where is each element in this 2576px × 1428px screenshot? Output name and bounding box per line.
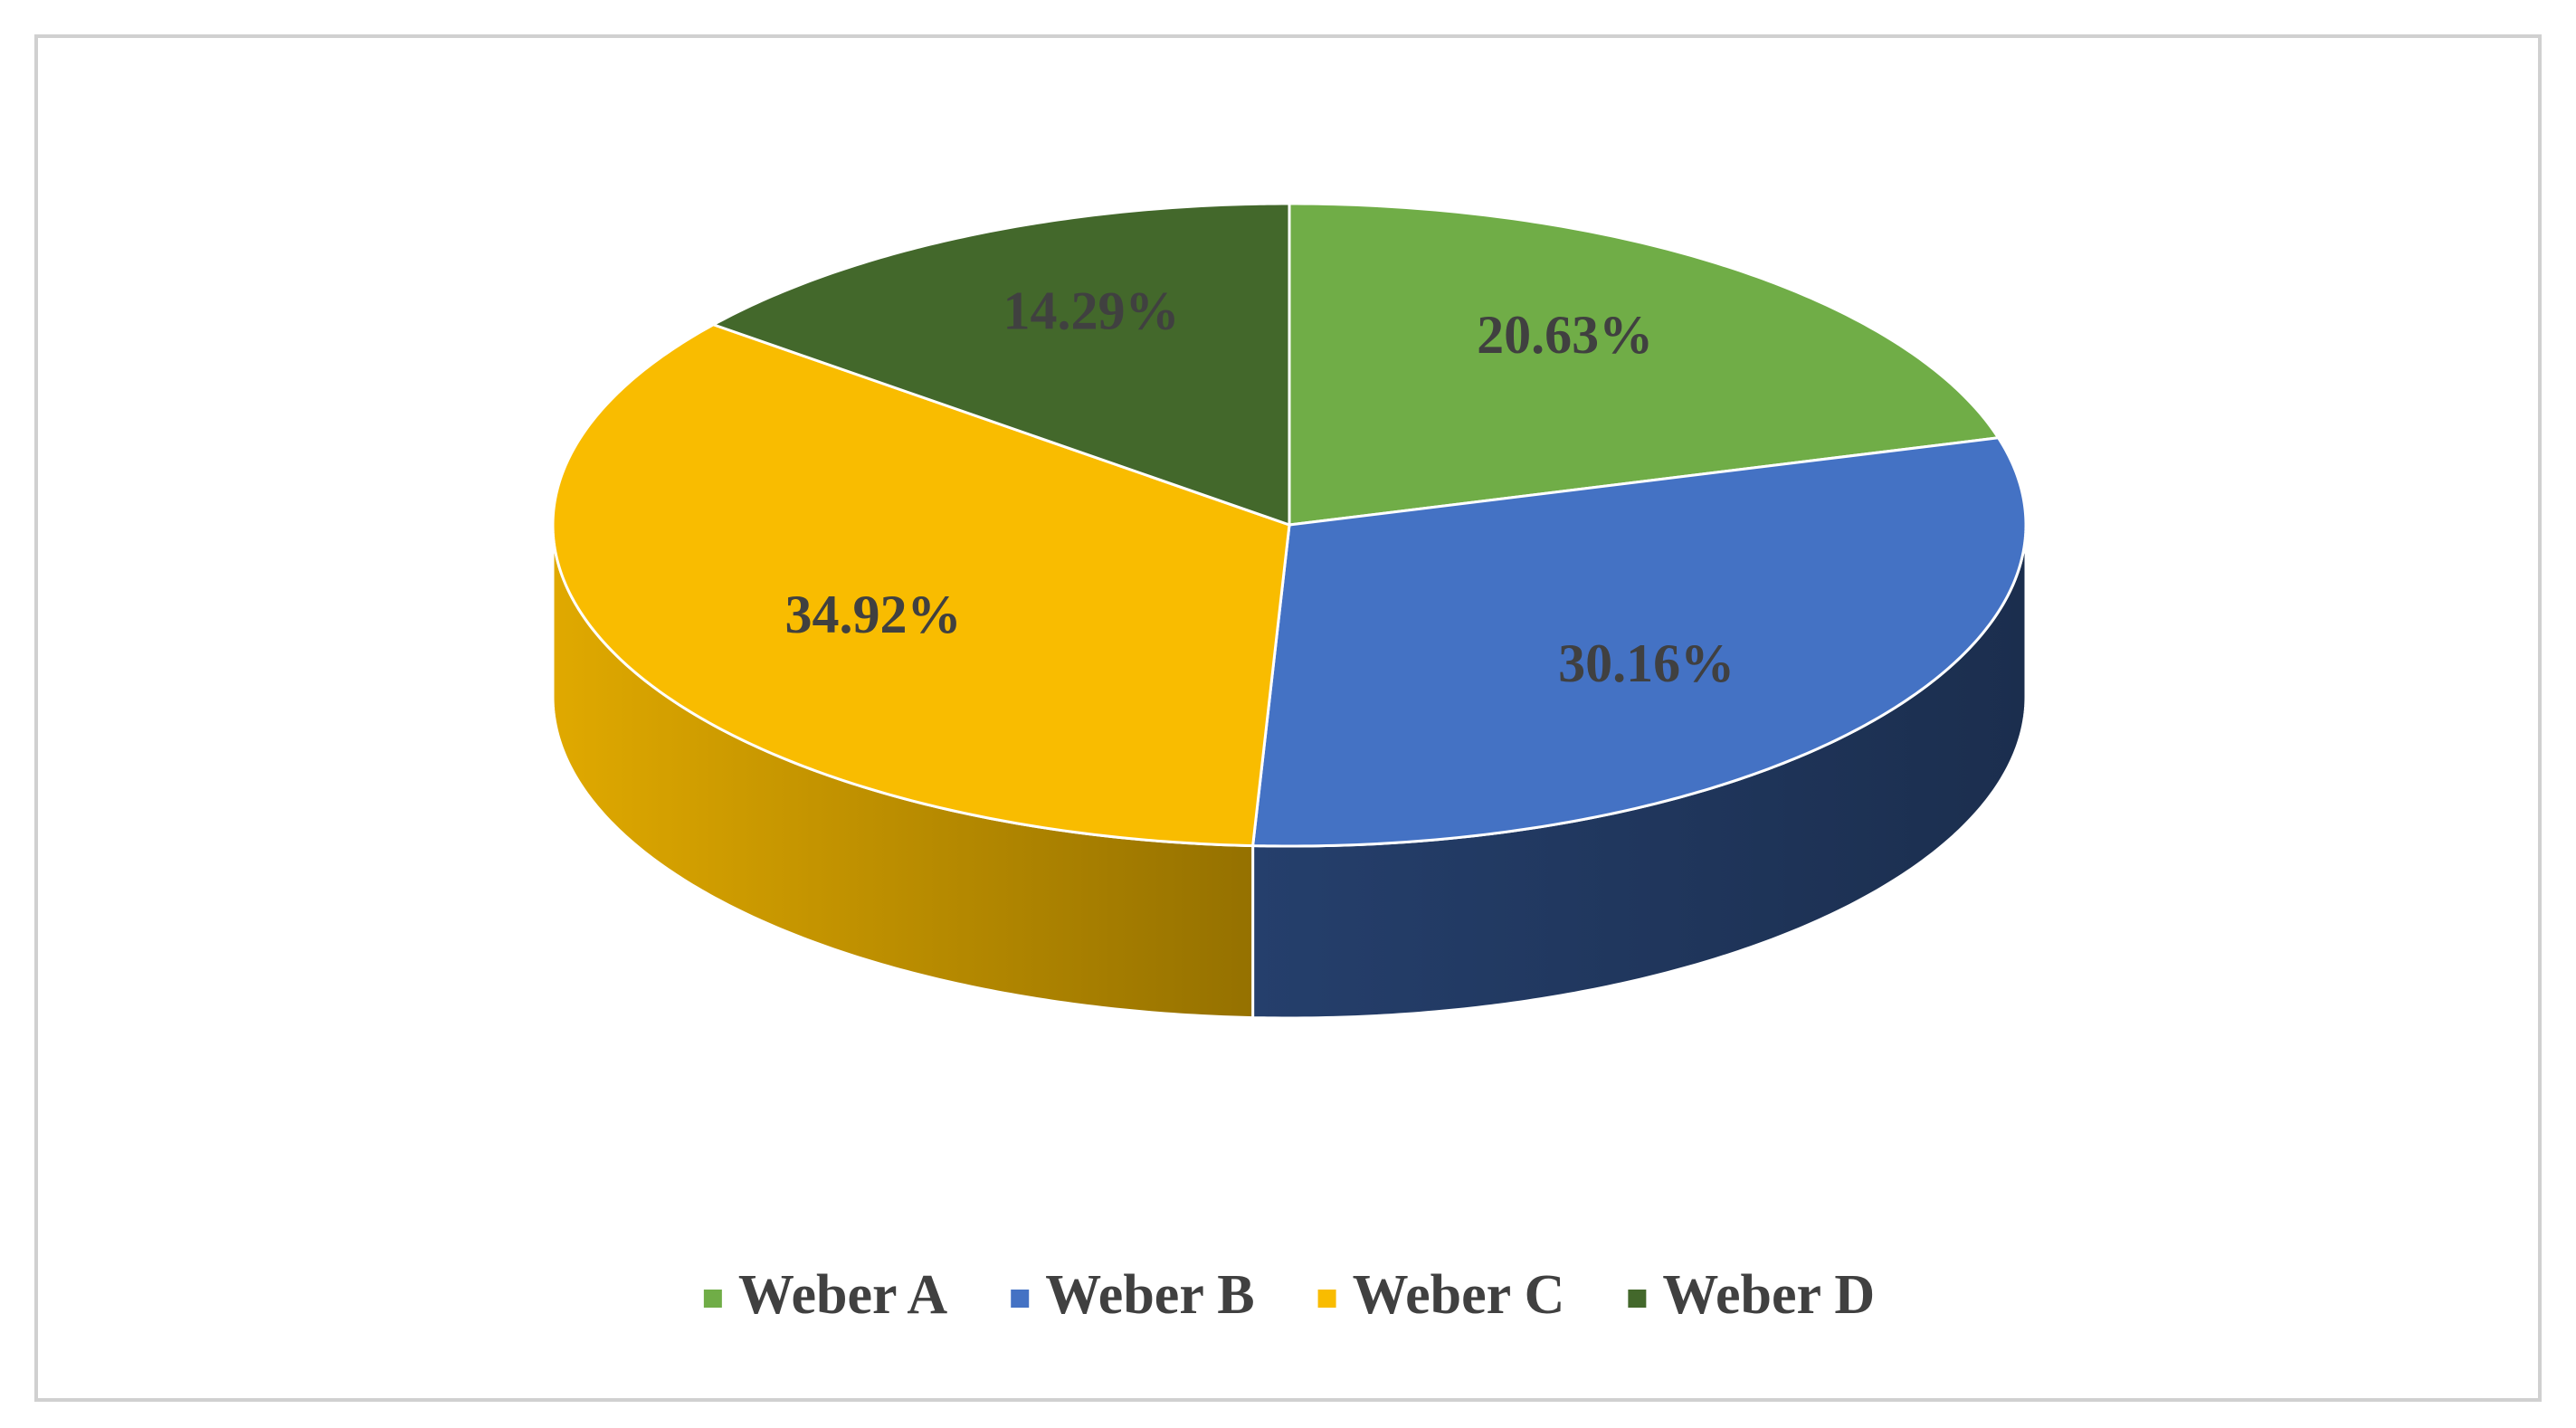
legend: Weber A Weber B Weber C Weber D <box>703 1264 1875 1326</box>
legend-swatch <box>703 1290 722 1308</box>
legend-label: Weber D <box>1662 1264 1875 1326</box>
data-labels: 20.63% 30.16% 34.92% 14.29% <box>785 281 1735 693</box>
data-label: 14.29% <box>1003 281 1179 340</box>
pie-tops <box>551 202 2028 848</box>
legend-label: Weber A <box>738 1264 948 1326</box>
pie-slice <box>1250 436 2028 848</box>
pie-slice <box>1288 202 2001 527</box>
legend-swatch <box>1317 1290 1336 1308</box>
legend-label: Weber B <box>1045 1264 1254 1326</box>
pie-slice <box>551 323 1291 848</box>
legend-swatch <box>1628 1290 1647 1308</box>
legend-swatch <box>1011 1290 1030 1308</box>
data-label: 20.63% <box>1477 305 1653 365</box>
data-label: 30.16% <box>1558 633 1735 693</box>
legend-label: Weber C <box>1353 1264 1565 1326</box>
pie-slice <box>709 202 1291 528</box>
data-label: 34.92% <box>785 585 962 644</box>
